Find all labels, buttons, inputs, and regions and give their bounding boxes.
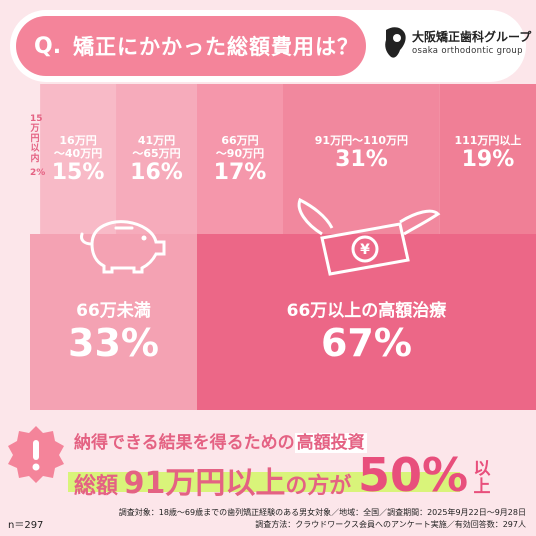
segment-label-4: 91万円〜110万円 31% <box>283 134 440 172</box>
segment-range-line: 111万円以上 <box>454 134 522 147</box>
summary-banner: 納得できる結果を得るための 高額投資 総額 91万円以上の方が 50% 以上 <box>0 420 536 512</box>
segment-label-2: 41万円 〜65万円 16% <box>116 134 197 185</box>
flying-money-icon: ¥ <box>297 197 441 276</box>
banner-statement: 総額 91万円以上の方が <box>74 458 351 502</box>
sample-size: n＝297 <box>8 520 44 531</box>
group-title-0: 66万未満 <box>76 301 151 321</box>
segment-range-line: 〜90万円 <box>215 147 265 160</box>
segment-label-5: 111万円以上 19% <box>440 134 536 172</box>
question-pill: Q. 矯正にかかった総額費用は？ <box>16 16 366 76</box>
highlight-bar <box>68 472 460 492</box>
segment-percent-5: 19% <box>461 147 515 172</box>
banner-headline-text: 納得できる結果を得るための <box>74 433 295 453</box>
group-bar-0 <box>30 234 197 410</box>
segment-range-line: 内 <box>30 154 40 164</box>
segment-percent-0: 2% <box>30 168 46 178</box>
segment-range-line: 〜65万円 <box>132 147 181 160</box>
banner-headline: 納得できる結果を得るための 高額投資 <box>74 428 367 453</box>
segment-range-2: 41万円 〜65万円 <box>116 134 197 160</box>
survey-note-2: 調査方法：クラウドワークス会員へのアンケート実施／有効回答数：297人 <box>255 520 526 529</box>
segment-range-line: 万 <box>30 124 40 134</box>
segment-range-5: 111万円以上 <box>440 134 536 147</box>
group-percent-0: 33% <box>68 321 159 365</box>
stat-suffix: 以上 <box>473 459 491 497</box>
group-bar-1 <box>196 234 536 410</box>
segment-label-3: 66万円 〜90万円 17% <box>197 134 283 185</box>
cost-treemap: 15 万円以内 2% 16万円 〜40万円 15% 41万円 〜65万円 16% 66万円 〜90万… <box>30 84 536 410</box>
segment-range-line: 15 <box>30 114 43 124</box>
segment-bar-2 <box>116 84 197 234</box>
question-mark-label: Q. <box>34 33 62 59</box>
exclamation-badge-icon <box>8 426 64 483</box>
segment-percent-2: 16% <box>130 160 183 185</box>
group-label-0: 66万未満 33% <box>30 296 197 365</box>
svg-text:¥: ¥ <box>360 242 370 258</box>
segment-label-1: 16万円 〜40万円 15% <box>40 134 116 185</box>
question-text: 矯正にかかった総額費用は？ <box>73 35 360 59</box>
segment-range-line: 91万円〜110万円 <box>314 134 409 147</box>
segment-range-3: 66万円 〜90万円 <box>197 134 283 160</box>
logo: 大阪矯正歯科グループ osaka orthodontic group <box>382 24 531 68</box>
banner-headline-highlight: 高額投資 <box>294 433 367 453</box>
logo-subtitle: osaka orthodontic group <box>412 46 523 56</box>
segment-range-line: 以 <box>30 144 40 154</box>
header-card: Q. 矯正にかかった総額費用は？ 大阪矯正歯科グループ osaka orthod… <box>10 10 531 82</box>
segment-bar-0 <box>30 84 41 234</box>
logo-name: 大阪矯正歯科グループ <box>412 30 532 44</box>
survey-notes: 調査対象：18歳〜69歳までの歯列矯正経験のある男女対象／地域：全国／調査期間：… <box>119 507 526 531</box>
segment-range-1: 16万円 〜40万円 <box>40 134 116 160</box>
group-title-1: 66万以上の高額治療 <box>286 301 447 321</box>
statement-part-1: 総額 <box>74 474 119 499</box>
segment-label-0: 15 万円以内 2% <box>30 114 46 178</box>
segment-percent-3: 17% <box>213 160 267 185</box>
segment-percent-4: 31% <box>335 147 388 172</box>
segment-bar-4 <box>283 84 440 234</box>
group-label-1: 66万以上の高額治療 67% <box>197 296 536 365</box>
segment-range-line: 円 <box>30 134 40 144</box>
segment-range-4: 91万円〜110万円 <box>283 134 440 147</box>
segment-percent-1: 15% <box>51 160 105 185</box>
group-percent-1: 67% <box>320 321 412 365</box>
stat-value: 50% <box>358 448 469 502</box>
segment-range-line: 〜40万円 <box>53 147 103 160</box>
tooth-logo-icon <box>385 27 406 58</box>
segment-range-line: 66万円 <box>221 134 259 147</box>
segment-range-line: 16万円 <box>59 134 97 147</box>
treemap-svg <box>30 84 536 410</box>
piggy-bank-icon <box>80 220 166 274</box>
segment-bar-1 <box>40 84 117 234</box>
segment-bar-5 <box>439 84 536 234</box>
segment-range-0: 15 万円以内 <box>30 114 43 164</box>
segment-bar-3 <box>196 84 283 234</box>
statement-part-3: の方が <box>285 474 352 499</box>
segment-range-line: 41万円 <box>137 134 176 147</box>
statement-part-2: 91万円以上 <box>123 466 286 501</box>
survey-note-1: 調査対象：18歳〜69歳までの歯列矯正経験のある男女対象／地域：全国／調査期間：… <box>118 508 526 517</box>
